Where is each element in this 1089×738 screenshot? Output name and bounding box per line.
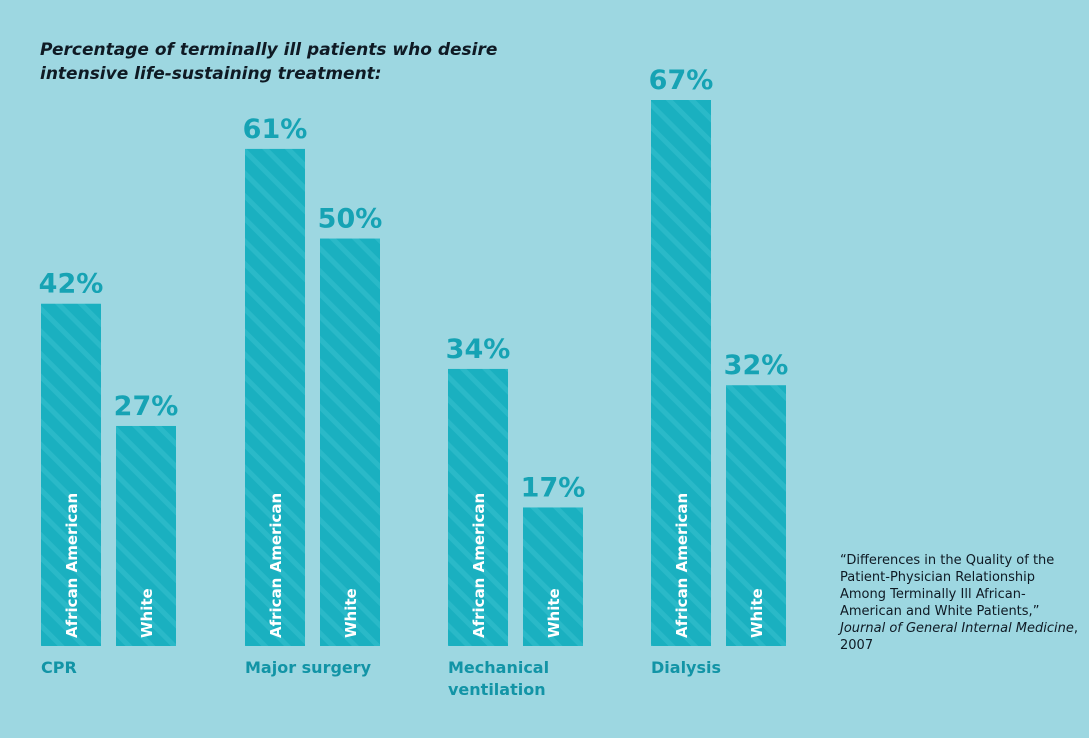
value-label-dialysis-white: 32% bbox=[724, 350, 789, 381]
value-label-cpr-white: 27% bbox=[114, 391, 179, 422]
bar-major-surgery-african-american bbox=[245, 148, 305, 647]
category-label-major-surgery: Major surgery bbox=[245, 658, 372, 677]
bar-mechanical-ventilation-african-american bbox=[448, 368, 508, 646]
series-label-mechanical-ventilation-african-american: African American bbox=[470, 493, 488, 638]
value-label-mechanical-ventilation-african-american: 34% bbox=[446, 334, 511, 365]
bar-dialysis-white bbox=[726, 385, 786, 646]
series-label-major-surgery-african-american: African American bbox=[267, 493, 285, 638]
series-label-mechanical-ventilation-white: White bbox=[545, 588, 563, 638]
value-label-major-surgery-african-american: 61% bbox=[243, 114, 308, 145]
chart-title: Percentage of terminally ill patients wh… bbox=[40, 38, 560, 86]
chart-title-line-2: intensive life-sustaining treatment: bbox=[40, 64, 382, 84]
source-year: , 2007 bbox=[840, 621, 1079, 653]
bar-mechanical-ventilation-white bbox=[523, 507, 583, 646]
value-label-major-surgery-white: 50% bbox=[318, 204, 383, 235]
bar-dialysis-african-american bbox=[651, 100, 711, 646]
series-label-cpr-african-american: African American bbox=[63, 493, 81, 638]
bar-major-surgery-white bbox=[320, 238, 380, 647]
chart-title-line-1: Percentage of terminally ill patients wh… bbox=[40, 40, 498, 60]
bars-layer: 42% African American 27% White CPR 61% African… bbox=[39, 65, 789, 699]
series-label-cpr-white: White bbox=[138, 588, 156, 638]
series-label-major-surgery-white: White bbox=[342, 588, 360, 638]
source-citation: “Differences in the Quality of the Patie… bbox=[840, 552, 1080, 654]
series-label-dialysis-african-american: African American bbox=[673, 493, 691, 638]
source-journal: Journal of General Internal Medicine bbox=[840, 621, 1074, 636]
value-label-dialysis-african-american: 67% bbox=[649, 65, 714, 96]
category-label-cpr: CPR bbox=[41, 658, 77, 677]
category-label-dialysis: Dialysis bbox=[651, 658, 721, 677]
source-text: “Differences in the Quality of the Patie… bbox=[840, 553, 1055, 619]
series-label-dialysis-white: White bbox=[748, 588, 766, 638]
bar-cpr-african-american bbox=[41, 303, 101, 646]
category-label-mechanical-ventilation: Mechanical ventilation bbox=[448, 658, 549, 699]
bar-cpr-white bbox=[116, 425, 176, 646]
value-label-cpr-african-american: 42% bbox=[39, 269, 104, 300]
value-label-mechanical-ventilation-white: 17% bbox=[521, 472, 586, 503]
